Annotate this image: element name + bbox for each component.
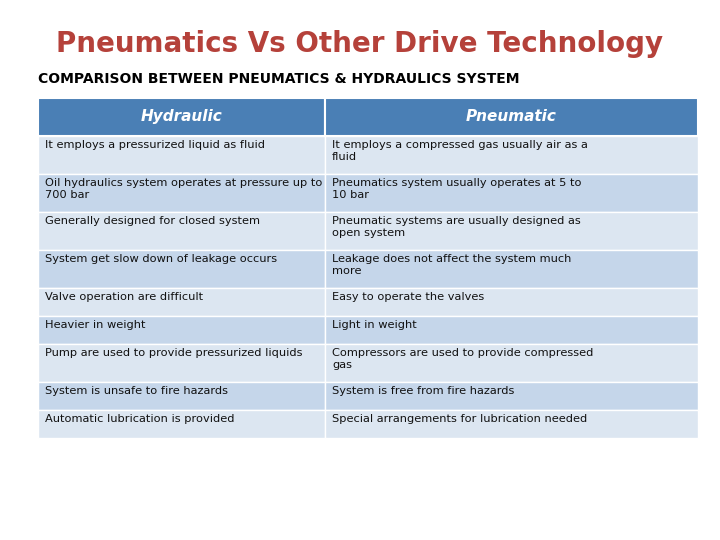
Text: Hydraulic: Hydraulic	[140, 110, 222, 125]
Bar	[38, 250, 325, 288]
Text: Pump are used to provide pressurized liquids: Pump are used to provide pressurized liq…	[45, 348, 302, 358]
Text: System is free from fire hazards: System is free from fire hazards	[332, 386, 515, 396]
Text: Light in weight: Light in weight	[332, 320, 417, 330]
Text: Pneumatics Vs Other Drive Technology: Pneumatics Vs Other Drive Technology	[56, 30, 664, 58]
Text: It employs a compressed gas usually air as a
fluid: It employs a compressed gas usually air …	[332, 140, 588, 163]
Bar	[38, 288, 325, 316]
Bar	[325, 174, 698, 212]
Text: Pneumatic systems are usually designed as
open system: Pneumatic systems are usually designed a…	[332, 216, 581, 238]
Bar	[38, 382, 325, 410]
Text: Automatic lubrication is provided: Automatic lubrication is provided	[45, 414, 235, 424]
Bar	[38, 316, 325, 344]
Bar	[325, 288, 698, 316]
Bar	[38, 212, 325, 250]
Bar	[325, 344, 698, 382]
Text: Compressors are used to provide compressed
gas: Compressors are used to provide compress…	[332, 348, 593, 370]
Text: Valve operation are difficult: Valve operation are difficult	[45, 292, 203, 302]
Bar	[38, 174, 325, 212]
Bar	[325, 316, 698, 344]
Text: Easy to operate the valves: Easy to operate the valves	[332, 292, 485, 302]
Text: Pneumatic: Pneumatic	[466, 110, 557, 125]
Bar	[325, 98, 698, 136]
Bar	[325, 136, 698, 174]
Bar	[325, 382, 698, 410]
Bar	[38, 98, 325, 136]
Text: It employs a pressurized liquid as fluid: It employs a pressurized liquid as fluid	[45, 140, 265, 150]
Bar	[38, 410, 325, 438]
Bar	[325, 250, 698, 288]
Text: Heavier in weight: Heavier in weight	[45, 320, 145, 330]
Text: System get slow down of leakage occurs: System get slow down of leakage occurs	[45, 254, 277, 264]
Bar	[38, 344, 325, 382]
Text: Special arrangements for lubrication needed: Special arrangements for lubrication nee…	[332, 414, 588, 424]
Text: System is unsafe to fire hazards: System is unsafe to fire hazards	[45, 386, 228, 396]
Text: COMPARISON BETWEEN PNEUMATICS & HYDRAULICS SYSTEM: COMPARISON BETWEEN PNEUMATICS & HYDRAULI…	[38, 72, 520, 86]
Text: Leakage does not affect the system much
more: Leakage does not affect the system much …	[332, 254, 572, 276]
Text: Pneumatics system usually operates at 5 to
10 bar: Pneumatics system usually operates at 5 …	[332, 178, 582, 200]
Bar	[325, 410, 698, 438]
Bar	[38, 136, 325, 174]
Text: Generally designed for closed system: Generally designed for closed system	[45, 216, 260, 226]
Text: Oil hydraulics system operates at pressure up to
700 bar: Oil hydraulics system operates at pressu…	[45, 178, 323, 200]
Bar	[325, 212, 698, 250]
